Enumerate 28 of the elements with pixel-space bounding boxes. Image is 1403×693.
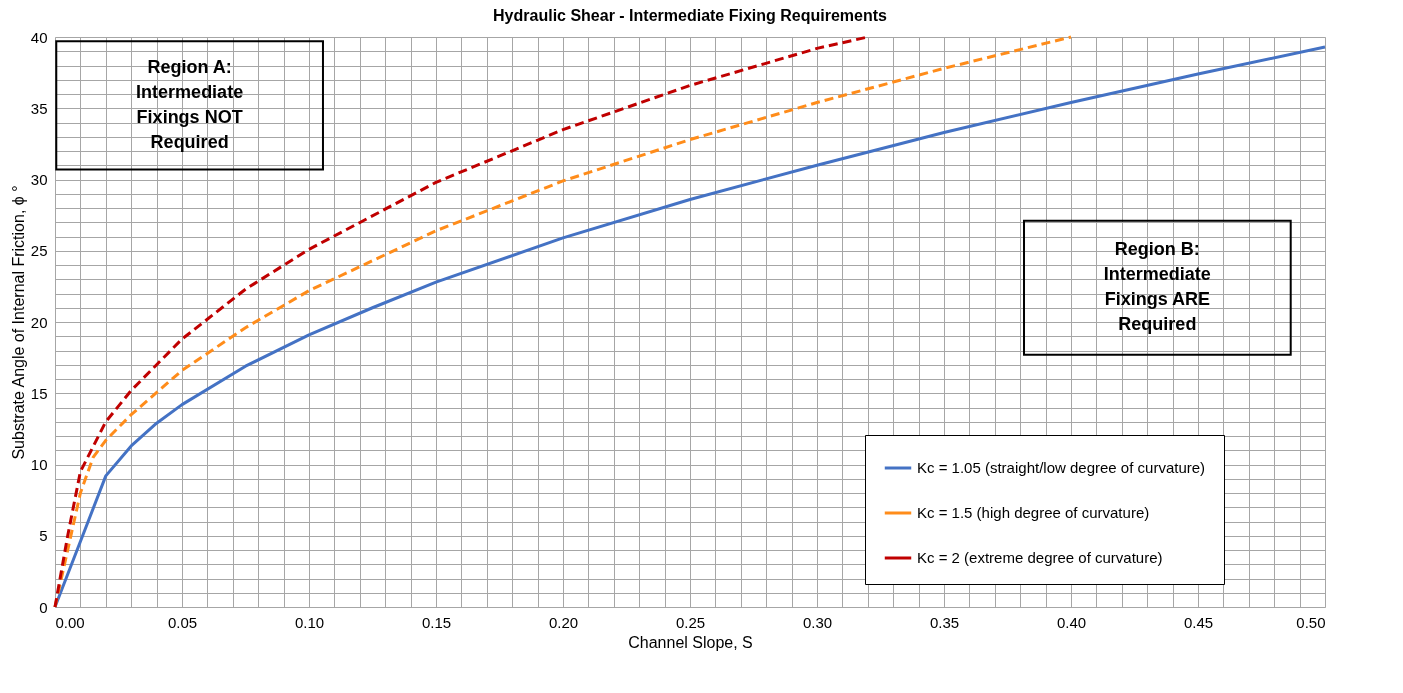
legend-label: Kc = 1.5 (high degree of curvature) <box>917 504 1150 521</box>
x-tick-label: 0.50 <box>1296 613 1326 631</box>
x-tick-label: 0.35 <box>929 613 960 631</box>
x-tick-label: 0.30 <box>802 613 833 631</box>
y-tick-label: 35 <box>30 99 48 117</box>
y-tick-label: 25 <box>30 242 48 260</box>
x-axis-title: Channel Slope, S <box>628 633 753 651</box>
y-tick-label: 20 <box>30 313 48 331</box>
y-tick-label: 15 <box>30 384 48 402</box>
x-tick-label: 0.15 <box>421 613 452 631</box>
x-tick-label: 0.45 <box>1183 613 1214 631</box>
y-tick-label: 5 <box>39 527 48 545</box>
y-tick-label: 10 <box>30 456 48 473</box>
x-tick-label: 0.40 <box>1056 613 1087 631</box>
chart-title: Hydraulic Shear - Intermediate Fixing Requirements <box>493 7 888 24</box>
x-tick-label: 0.05 <box>167 613 198 631</box>
annotation: Region A: Intermediate Fixings NOT Required <box>136 56 244 152</box>
y-tick-label: 0 <box>39 598 48 616</box>
annotation: Region B: Intermediate Fixings ARE Required <box>1103 239 1211 335</box>
x-tick-label: 0.10 <box>294 613 325 631</box>
y-tick-label: 40 <box>30 28 48 46</box>
y-axis-title: Substrate Angle of Internal Friction, ϕ ° <box>9 185 27 460</box>
x-tick-label: 0.20 <box>548 613 579 631</box>
y-tick-label: 30 <box>30 171 48 188</box>
x-tick-label: 0.25 <box>675 613 706 631</box>
legend-label: Kc = 2 (extreme degree of curvature) <box>917 549 1163 566</box>
legend-label: Kc = 1.05 (straight/low degree of curvature) <box>917 459 1206 476</box>
x-tick-label: 0.00 <box>55 613 85 631</box>
